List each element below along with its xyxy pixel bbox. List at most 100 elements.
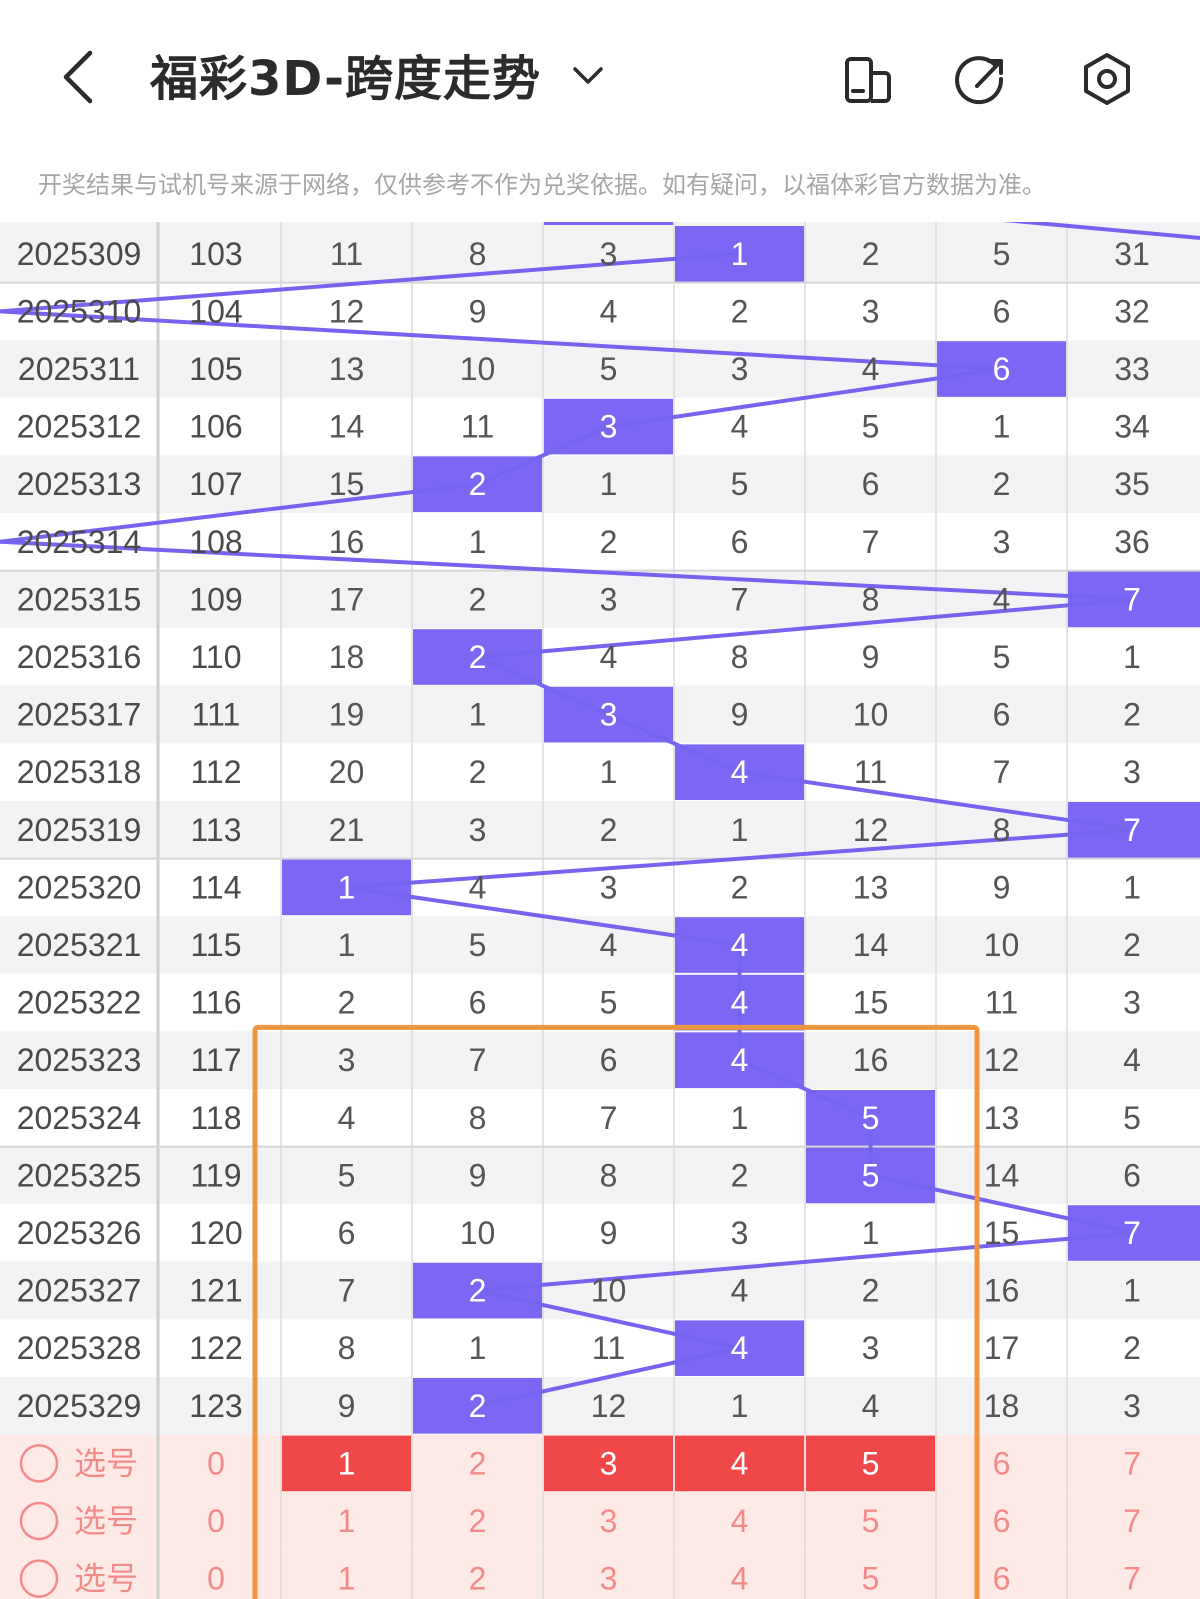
miss-count: 7: [600, 1100, 618, 1136]
sequence-number: 103: [189, 236, 242, 272]
selected-number-cell[interactable]: [544, 1435, 673, 1492]
selected-number-cell[interactable]: [282, 1435, 411, 1492]
select-count: 0: [207, 1445, 225, 1481]
selected-number-cell[interactable]: [806, 1435, 935, 1492]
miss-count: 15: [329, 466, 365, 502]
miss-count: 8: [469, 236, 487, 272]
miss-count: 3: [600, 869, 618, 905]
select-row-label[interactable]: 选号: [74, 1445, 138, 1481]
select-number[interactable]: 2: [469, 1445, 487, 1481]
dropdown-button[interactable]: [565, 56, 611, 96]
issue-number: 2025312: [17, 409, 142, 445]
table-row-bg: [0, 628, 1200, 686]
settings-button[interactable]: [1076, 48, 1138, 110]
settings-icon: [1084, 53, 1130, 105]
miss-count: 7: [338, 1273, 356, 1309]
trend-segment: [477, 1346, 740, 1408]
miss-count: 3: [862, 293, 880, 329]
miss-count: 1: [600, 466, 618, 502]
miss-count: 13: [984, 1100, 1020, 1136]
hit-value: 2: [469, 639, 487, 675]
select-number[interactable]: 4: [731, 1561, 749, 1597]
select-row-label[interactable]: 选号: [74, 1503, 138, 1539]
miss-count: 17: [329, 581, 365, 617]
miss-count: 8: [338, 1330, 356, 1366]
select-number[interactable]: 2: [469, 1503, 487, 1539]
select-number[interactable]: 3: [600, 1503, 618, 1539]
miss-count: 10: [853, 697, 889, 733]
sequence-number: 105: [189, 351, 242, 387]
issue-number: 2025327: [17, 1273, 142, 1309]
selected-number-cell[interactable]: [675, 1435, 804, 1492]
select-number[interactable]: 5: [862, 1503, 880, 1539]
miss-count: 8: [993, 812, 1011, 848]
trend-segment: [476, 655, 610, 717]
sequence-number: 110: [190, 639, 241, 675]
miss-count: 35: [1114, 466, 1150, 502]
miss-count: 2: [862, 236, 880, 272]
miss-count: 12: [591, 1388, 627, 1424]
trend-segment: [346, 827, 1136, 890]
miss-count: 3: [469, 812, 487, 848]
miss-count: 14: [853, 927, 889, 963]
miss-count: 9: [469, 293, 487, 329]
select-number[interactable]: 6: [993, 1445, 1011, 1481]
trend-segment: [477, 1288, 740, 1351]
miss-count: 20: [329, 754, 365, 790]
page-title[interactable]: 福彩3D-跨度走势: [150, 51, 542, 107]
layout-toggle-button[interactable]: [838, 50, 898, 110]
back-button[interactable]: [48, 45, 108, 109]
table-row-bg: [0, 570, 1200, 629]
table-row-bg: [0, 455, 1200, 513]
select-number[interactable]: 2: [469, 1561, 487, 1597]
select-radio-icon[interactable]: [19, 1501, 59, 1541]
miss-count: 2: [1123, 697, 1141, 733]
hit-value: 4: [731, 754, 749, 790]
table-row-bg: [0, 1204, 1200, 1262]
select-number[interactable]: 1: [338, 1561, 356, 1597]
miss-count: 19: [329, 697, 365, 733]
select-number[interactable]: 1: [338, 1503, 356, 1539]
chevron-left-icon: [63, 50, 93, 104]
select-radio-icon[interactable]: [19, 1559, 59, 1598]
select-number[interactable]: 6: [993, 1561, 1011, 1597]
select-number[interactable]: 4: [731, 1445, 749, 1481]
sequence-number: 121: [189, 1273, 242, 1309]
table-row-bg: [0, 1089, 1200, 1147]
miss-count: 4: [1123, 1042, 1141, 1078]
miss-count: 14: [329, 409, 365, 445]
trend-segment: [608, 367, 1002, 429]
issue-number: 2025314: [17, 524, 142, 560]
miss-count: 21: [329, 812, 365, 848]
select-number[interactable]: 7: [1123, 1445, 1141, 1481]
miss-count: 9: [731, 697, 749, 733]
select-number[interactable]: 5: [862, 1561, 880, 1597]
sequence-number: 122: [189, 1330, 242, 1366]
share-button[interactable]: [952, 50, 1012, 110]
miss-count: 5: [600, 351, 618, 387]
miss-count: 13: [853, 869, 889, 905]
issue-number: 2025310: [17, 293, 142, 329]
disclaimer-text: 开奖结果与试机号来源于网络，仅供参考不作为兑奖依据。如有疑问，以福体彩官方数据为…: [38, 171, 1046, 199]
select-number[interactable]: 7: [1123, 1503, 1141, 1539]
select-radio-icon[interactable]: [19, 1444, 59, 1483]
miss-count: 6: [600, 1042, 618, 1078]
select-number[interactable]: 3: [600, 1561, 618, 1597]
chevron-down-icon: [573, 67, 603, 84]
miss-count: 8: [731, 639, 749, 675]
miss-count: 1: [338, 927, 356, 963]
select-number[interactable]: 6: [993, 1503, 1011, 1539]
miss-count: 3: [993, 524, 1011, 560]
table-row-bg: [0, 225, 1200, 283]
miss-count: 2: [731, 1157, 749, 1193]
trend-segment: [346, 885, 740, 947]
select-number[interactable]: 5: [862, 1445, 880, 1481]
select-number[interactable]: 3: [600, 1445, 618, 1481]
select-number[interactable]: 7: [1123, 1561, 1141, 1597]
select-row-label[interactable]: 选号: [74, 1561, 138, 1597]
miss-count: 5: [1123, 1100, 1141, 1136]
select-number[interactable]: 4: [731, 1503, 749, 1539]
select-number[interactable]: 1: [338, 1445, 356, 1481]
miss-count: 10: [984, 927, 1020, 963]
